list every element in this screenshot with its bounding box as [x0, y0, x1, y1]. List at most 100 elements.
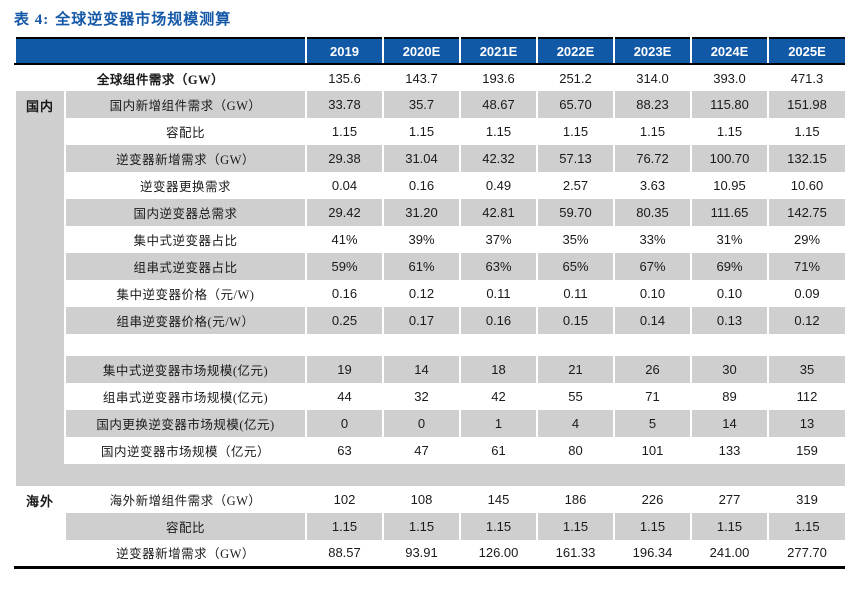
value-cell: 67%: [613, 253, 691, 280]
value-cell: 1.15: [305, 513, 383, 540]
header-corner-cell: [14, 38, 306, 65]
value-cell: 0.10: [690, 280, 768, 307]
value-cell: 132.15: [767, 145, 845, 172]
value-cell: 0.16: [305, 280, 383, 307]
value-cell: 196.34: [613, 540, 691, 567]
table-row: [14, 464, 845, 486]
value-cell: 39%: [382, 226, 460, 253]
table-title-text: 全球逆变器市场规模测算: [55, 12, 232, 28]
value-cell: 13: [767, 410, 845, 437]
value-cell: 100.70: [690, 145, 768, 172]
section-separator-row: [14, 464, 845, 486]
value-cell: 251.2: [536, 64, 614, 91]
row-label: 逆变器更换需求: [64, 172, 306, 199]
column-header-2021e: 2021E: [459, 38, 537, 65]
value-cell: 69%: [690, 253, 768, 280]
column-header-2025e: 2025E: [767, 38, 845, 65]
row-label: 国内逆变器总需求: [64, 199, 306, 226]
value-cell: 1.15: [305, 118, 383, 145]
value-cell: 88.23: [613, 91, 691, 118]
value-cell: 33.78: [305, 91, 383, 118]
value-cell: 1.15: [767, 513, 845, 540]
value-cell: 277.70: [767, 540, 845, 567]
row-label: 组串逆变器价格(元/W）: [64, 307, 306, 334]
value-cell: 18: [459, 356, 537, 383]
value-cell: 3.63: [613, 172, 691, 199]
table-row: 容配比 1.15 1.15 1.15 1.15 1.15 1.15 1.15: [15, 513, 845, 540]
column-header-2022e: 2022E: [536, 38, 614, 65]
value-cell: 1.15: [382, 118, 460, 145]
row-label: 组串式逆变器占比: [64, 253, 306, 280]
table-row: 集中式逆变器占比 41% 39% 37% 35% 33% 31% 29%: [15, 226, 845, 253]
value-cell: 4: [536, 410, 614, 437]
value-cell: 31%: [690, 226, 768, 253]
section-label-overseas: 海外: [14, 486, 65, 567]
value-cell: 0.11: [536, 280, 614, 307]
value-cell: 10.60: [767, 172, 845, 199]
row-label: 集中式逆变器占比: [64, 226, 306, 253]
value-cell: 277: [690, 486, 768, 513]
value-cell: 1.15: [767, 118, 845, 145]
value-cell: 88.57: [305, 540, 383, 567]
table-row: 逆变器更换需求 0.04 0.16 0.49 2.57 3.63 10.95 10.60: [15, 172, 845, 199]
value-cell: 1.15: [536, 118, 614, 145]
table-row: 国内逆变器总需求 29.42 31.20 42.81 59.70 80.35 111.65 1…: [15, 199, 845, 226]
row-label: 容配比: [64, 513, 306, 540]
value-cell: 63%: [459, 253, 537, 280]
section-label-domestic: 国内: [14, 91, 65, 464]
table-row: 国内更换逆变器市场规模(亿元) 0 0 1 4 5 14 13: [15, 410, 845, 437]
value-cell: 41%: [305, 226, 383, 253]
row-label: 海外新增组件需求（GW）: [64, 486, 306, 513]
value-cell: 186: [536, 486, 614, 513]
value-cell: 89: [690, 383, 768, 410]
value-cell: 193.6: [459, 64, 537, 91]
value-cell: 0.17: [382, 307, 460, 334]
row-label: 逆变器新增需求（GW）: [64, 540, 306, 567]
row-label: 集中逆变器价格（元/W): [64, 280, 306, 307]
table-row: 组串式逆变器占比 59% 61% 63% 65% 67% 69% 71%: [15, 253, 845, 280]
table-number-label: 表 4:: [14, 12, 50, 28]
value-cell: 126.00: [459, 540, 537, 567]
value-cell: 112: [767, 383, 845, 410]
value-cell: 108: [382, 486, 460, 513]
table-row: 集中式逆变器市场规模(亿元) 19 14 18 21 26 30 35: [15, 356, 845, 383]
table-row: 全球组件需求（GW） 135.6 143.7 193.6 251.2 314.0 393.0…: [14, 64, 845, 91]
table-row: 国内 国内新增组件需求（GW） 33.78 35.7 48.67 65.70 88.23 11…: [14, 91, 845, 464]
value-cell: 65.70: [536, 91, 614, 118]
value-cell: 0.15: [536, 307, 614, 334]
blank-row: [64, 334, 845, 356]
value-cell: 142.75: [767, 199, 845, 226]
column-header-2024e: 2024E: [690, 38, 768, 65]
value-cell: 1: [459, 410, 537, 437]
value-cell: 37%: [459, 226, 537, 253]
value-cell: 0.10: [613, 280, 691, 307]
value-cell: 35%: [536, 226, 614, 253]
value-cell: 21: [536, 356, 614, 383]
value-cell: 33%: [613, 226, 691, 253]
value-cell: 151.98: [767, 91, 845, 118]
column-header-2023e: 2023E: [613, 38, 691, 65]
value-cell: 55: [536, 383, 614, 410]
value-cell: 0.11: [459, 280, 537, 307]
value-cell: 1.15: [536, 513, 614, 540]
value-cell: 31.20: [382, 199, 460, 226]
value-cell: 10.95: [690, 172, 768, 199]
row-label: 容配比: [64, 118, 306, 145]
row-label: 国内新增组件需求（GW）: [64, 91, 306, 118]
value-cell: 101: [613, 437, 691, 464]
table-row: 组串式逆变器市场规模(亿元) 44 32 42 55 71 89 112: [15, 383, 845, 410]
value-cell: 19: [305, 356, 383, 383]
row-label: 逆变器新增需求（GW）: [64, 145, 306, 172]
value-cell: 14: [382, 356, 460, 383]
value-cell: 42.81: [459, 199, 537, 226]
value-cell: 48.67: [459, 91, 537, 118]
value-cell: 76.72: [613, 145, 691, 172]
value-cell: 1.15: [613, 118, 691, 145]
value-cell: 314.0: [613, 64, 691, 91]
value-cell: 71: [613, 383, 691, 410]
value-cell: 26: [613, 356, 691, 383]
value-cell: 29.38: [305, 145, 383, 172]
value-cell: 80: [536, 437, 614, 464]
value-cell: 44: [305, 383, 383, 410]
value-cell: 57.13: [536, 145, 614, 172]
